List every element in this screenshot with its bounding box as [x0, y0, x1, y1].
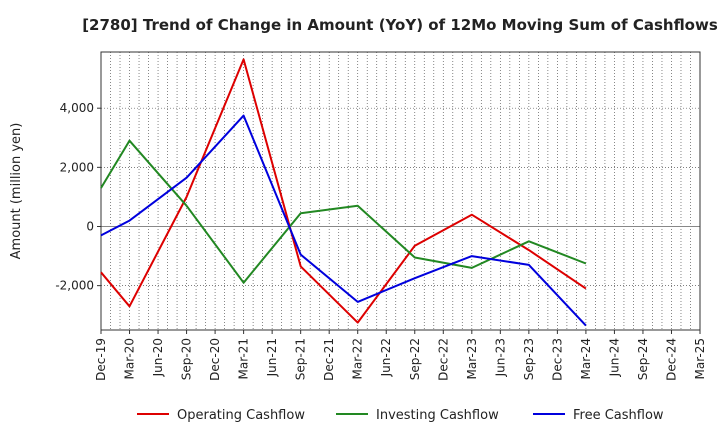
y-tick-label: 2,000 — [60, 160, 94, 174]
x-tick-label: Jun-20 — [151, 338, 165, 377]
legend-label-operating-cashflow: Operating Cashflow — [177, 408, 305, 423]
x-tick-label: Jun-24 — [607, 338, 621, 377]
x-tick-label: Mar-25 — [693, 338, 707, 379]
legend-label-investing-cashflow: Investing Cashflow — [376, 408, 499, 423]
y-tick-label: 4,000 — [60, 101, 94, 115]
legend: Operating Cashflow Investing Cashflow Free… — [137, 408, 664, 423]
x-tick-label: Sep-24 — [636, 338, 650, 380]
plot-frame — [100, 51, 701, 331]
series-layer — [100, 58, 587, 327]
x-tick-label: Sep-23 — [522, 338, 536, 380]
x-tick-label: Dec-24 — [664, 338, 678, 381]
y-tick-label: -2,000 — [55, 279, 94, 293]
series-line-free-cashflow — [100, 114, 587, 327]
x-tick-label: Mar-20 — [123, 338, 137, 379]
x-tick-label: Dec-20 — [208, 338, 222, 381]
y-tick-label: 0 — [86, 219, 94, 233]
y-tick-labels: -2,000 0 2,000 4,000 — [55, 101, 101, 293]
x-tick-label: Dec-22 — [436, 338, 450, 381]
series-line-investing-cashflow — [100, 139, 587, 284]
x-tick-label: Mar-23 — [465, 338, 479, 379]
chart-title: [2780] Trend of Change in Amount (YoY) o… — [82, 16, 718, 34]
x-tick-label: Sep-22 — [408, 338, 422, 380]
y-axis-label: Amount (million yen) — [9, 123, 24, 260]
x-tick-label: Jun-21 — [265, 338, 279, 377]
x-tick-labels: Dec-19 Mar-20 Jun-20 Sep-20 Dec-20 Mar-21 Jun-… — [94, 330, 707, 381]
x-tick-label: Mar-22 — [351, 338, 365, 379]
x-tick-label: Dec-23 — [550, 338, 564, 381]
x-tick-label: Dec-21 — [322, 338, 336, 381]
x-tick-label: Mar-24 — [579, 338, 593, 379]
x-tick-label: Mar-21 — [237, 338, 251, 379]
x-tick-label: Sep-20 — [180, 338, 194, 380]
grid — [101, 52, 700, 330]
series-line-operating-cashflow — [100, 58, 587, 324]
legend-label-free-cashflow: Free Cashflow — [573, 408, 664, 423]
x-tick-label: Sep-21 — [294, 338, 308, 380]
x-tick-label: Jun-23 — [493, 338, 507, 377]
x-tick-label: Jun-22 — [379, 338, 393, 377]
x-tick-label: Dec-19 — [94, 338, 108, 381]
